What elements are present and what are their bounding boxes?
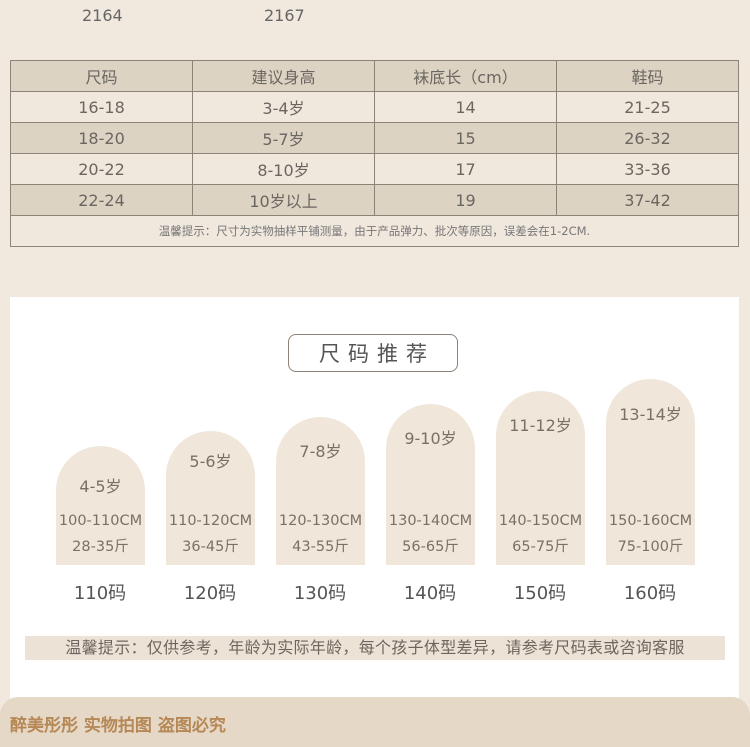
- size-table: 尺码 建议身高 袜底长（cm） 鞋码 16-18 3-4岁 14 21-25 1…: [10, 60, 739, 247]
- card-height: 140-150CM: [498, 513, 583, 529]
- card-size-label: 110码: [73, 583, 127, 604]
- card-age: 7-8岁: [299, 442, 342, 461]
- recommend-tip: 温馨提示：仅供参考，年龄为实际年龄，每个孩子体型差异，请参考尺码表或咨询客服: [25, 636, 725, 660]
- table-note: 温馨提示：尺寸为实物抽样平铺测量，由于产品弹力、批次等原因，误差会在1-2CM.: [10, 215, 739, 247]
- card-weight: 75-100斤: [617, 539, 684, 555]
- card-height: 100-110CM: [58, 513, 143, 529]
- card-size-label: 150码: [513, 583, 567, 604]
- card-age: 5-6岁: [189, 452, 232, 471]
- header-shoe-size: 鞋码: [556, 60, 739, 92]
- cell-shoe-size: 37-42: [556, 184, 739, 216]
- card-age: 11-12岁: [509, 416, 572, 435]
- card-age: 4-5岁: [79, 477, 122, 496]
- table-row: 16-18 3-4岁 14 21-25: [10, 91, 739, 123]
- card-height: 120-130CM: [278, 513, 363, 529]
- table-header-row: 尺码 建议身高 袜底长（cm） 鞋码: [10, 60, 739, 92]
- footer-banner: 醉美彤彤 实物拍图 盗图必究: [0, 697, 750, 747]
- header-size: 尺码: [10, 60, 193, 92]
- table-note-row: 温馨提示：尺寸为实物抽样平铺测量，由于产品弹力、批次等原因，误差会在1-2CM.: [10, 215, 739, 247]
- card-size-label: 140码: [403, 583, 457, 604]
- size-card: 7-8岁 120-130CM 43-55斤: [276, 417, 365, 565]
- card-height: 110-120CM: [168, 513, 253, 529]
- table-row: 22-24 10岁以上 19 37-42: [10, 184, 739, 216]
- card-size-label: 120码: [183, 583, 237, 604]
- cell-height: 3-4岁: [192, 91, 375, 123]
- table-row: 18-20 5-7岁 15 26-32: [10, 122, 739, 154]
- code-right: 2167: [264, 6, 305, 25]
- card-age: 9-10岁: [404, 429, 457, 448]
- cell-size: 20-22: [10, 153, 193, 185]
- header-height: 建议身高: [192, 60, 375, 92]
- cell-sock-length: 19: [374, 184, 557, 216]
- card-height: 150-160CM: [608, 513, 693, 529]
- card-weight: 65-75斤: [512, 539, 569, 555]
- recommend-title: 尺码推荐: [288, 334, 458, 372]
- footer-text: 醉美彤彤 实物拍图 盗图必究: [10, 716, 226, 736]
- cell-sock-length: 17: [374, 153, 557, 185]
- cell-size: 18-20: [10, 122, 193, 154]
- card-weight: 56-65斤: [402, 539, 459, 555]
- size-card: 13-14岁 150-160CM 75-100斤: [606, 379, 695, 565]
- card-weight: 36-45斤: [182, 539, 239, 555]
- card-weight: 43-55斤: [292, 539, 349, 555]
- cell-size: 22-24: [10, 184, 193, 216]
- cell-height: 5-7岁: [192, 122, 375, 154]
- size-recommend-panel: 尺码推荐 4-5岁 100-110CM 28-35斤 110码 5-6岁 110…: [10, 297, 739, 707]
- cell-shoe-size: 21-25: [556, 91, 739, 123]
- size-card: 9-10岁 130-140CM 56-65斤: [386, 404, 475, 565]
- table-row: 20-22 8-10岁 17 33-36: [10, 153, 739, 185]
- cell-height: 10岁以上: [192, 184, 375, 216]
- header-sock-length: 袜底长（cm）: [374, 60, 557, 92]
- cell-size: 16-18: [10, 91, 193, 123]
- cell-sock-length: 15: [374, 122, 557, 154]
- card-size-label: 130码: [293, 583, 347, 604]
- cell-sock-length: 14: [374, 91, 557, 123]
- card-weight: 28-35斤: [72, 539, 129, 555]
- size-card: 11-12岁 140-150CM 65-75斤: [496, 391, 585, 565]
- code-left: 2164: [82, 6, 123, 25]
- size-card: 5-6岁 110-120CM 36-45斤: [166, 431, 255, 565]
- top-codes: 2164 2167: [0, 6, 750, 28]
- cell-shoe-size: 26-32: [556, 122, 739, 154]
- cell-height: 8-10岁: [192, 153, 375, 185]
- card-size-label: 160码: [623, 583, 677, 604]
- card-height: 130-140CM: [388, 513, 473, 529]
- card-age: 13-14岁: [619, 405, 682, 424]
- size-card: 4-5岁 100-110CM 28-35斤: [56, 446, 145, 565]
- cell-shoe-size: 33-36: [556, 153, 739, 185]
